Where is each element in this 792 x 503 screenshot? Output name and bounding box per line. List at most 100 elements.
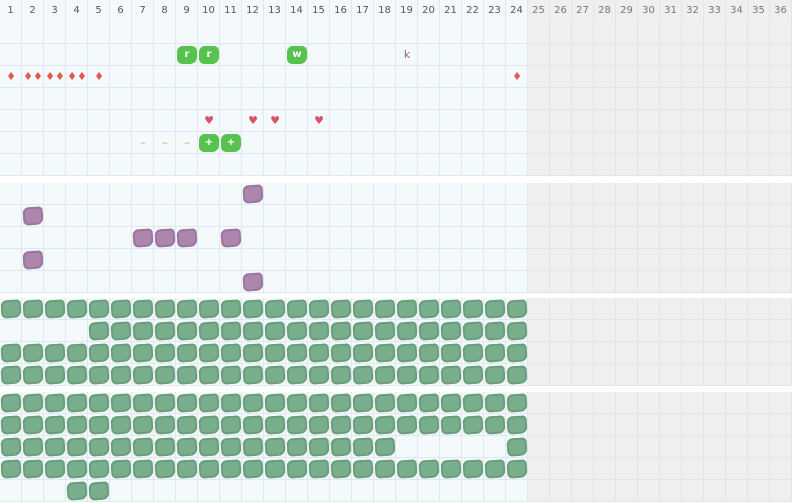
grid-cell[interactable] bbox=[286, 249, 308, 271]
green-tile[interactable] bbox=[330, 437, 352, 457]
grid-cell[interactable] bbox=[616, 132, 638, 154]
grid-cell[interactable] bbox=[0, 88, 22, 110]
grid-cell[interactable] bbox=[440, 271, 462, 293]
grid-cell[interactable] bbox=[528, 480, 550, 502]
grid-cell[interactable] bbox=[330, 44, 352, 66]
grid-cell[interactable] bbox=[88, 227, 110, 249]
grid-cell[interactable] bbox=[572, 205, 594, 227]
grid-cell[interactable] bbox=[682, 414, 704, 436]
grid-cell[interactable] bbox=[682, 364, 704, 386]
grid-cell[interactable] bbox=[242, 205, 264, 227]
green-tile[interactable] bbox=[330, 365, 352, 385]
grid-cell[interactable] bbox=[242, 249, 264, 271]
grid-cell[interactable] bbox=[528, 414, 550, 436]
grid-cell[interactable] bbox=[594, 414, 616, 436]
grid-cell[interactable] bbox=[264, 227, 286, 249]
grid-cell[interactable] bbox=[220, 154, 242, 176]
green-tile[interactable] bbox=[484, 343, 506, 363]
grid-cell[interactable] bbox=[44, 249, 66, 271]
grid-cell[interactable] bbox=[528, 66, 550, 88]
green-tile[interactable] bbox=[154, 393, 176, 413]
grid-cell[interactable] bbox=[374, 22, 396, 44]
grid-cell[interactable] bbox=[308, 271, 330, 293]
grid-cell[interactable] bbox=[88, 183, 110, 205]
grid-cell[interactable] bbox=[374, 132, 396, 154]
grid-cell[interactable] bbox=[726, 249, 748, 271]
grid-cell[interactable] bbox=[528, 227, 550, 249]
green-tile[interactable] bbox=[220, 393, 242, 413]
grid-cell[interactable] bbox=[198, 205, 220, 227]
grid-cell[interactable] bbox=[572, 414, 594, 436]
grid-cell[interactable] bbox=[616, 298, 638, 320]
grid-cell[interactable] bbox=[66, 249, 88, 271]
grid-cell[interactable] bbox=[726, 392, 748, 414]
grid-cell[interactable] bbox=[396, 227, 418, 249]
grid-cell[interactable] bbox=[660, 436, 682, 458]
grid-cell[interactable] bbox=[484, 44, 506, 66]
grid-cell[interactable] bbox=[572, 392, 594, 414]
green-tile[interactable] bbox=[418, 299, 440, 319]
grid-cell[interactable] bbox=[770, 205, 792, 227]
grid-cell[interactable] bbox=[550, 132, 572, 154]
grid-cell[interactable] bbox=[176, 66, 198, 88]
grid-cell[interactable] bbox=[308, 132, 330, 154]
green-tile[interactable] bbox=[110, 393, 132, 413]
grid-cell[interactable] bbox=[528, 154, 550, 176]
grid-cell[interactable] bbox=[440, 205, 462, 227]
grid-cell[interactable] bbox=[44, 110, 66, 132]
grid-cell[interactable] bbox=[506, 154, 528, 176]
grid-cell[interactable] bbox=[594, 88, 616, 110]
grid-cell[interactable] bbox=[616, 183, 638, 205]
green-tile[interactable] bbox=[242, 437, 264, 457]
grid-cell[interactable] bbox=[66, 66, 88, 88]
grid-cell[interactable] bbox=[550, 480, 572, 502]
grid-cell[interactable] bbox=[418, 110, 440, 132]
grid-cell[interactable] bbox=[462, 183, 484, 205]
grid-cell[interactable] bbox=[594, 436, 616, 458]
green-tile[interactable] bbox=[66, 481, 88, 501]
grid-cell[interactable] bbox=[264, 110, 286, 132]
grid-cell[interactable] bbox=[704, 480, 726, 502]
grid-cell[interactable] bbox=[770, 88, 792, 110]
grid-cell[interactable] bbox=[0, 227, 22, 249]
green-tile[interactable] bbox=[506, 393, 528, 413]
grid-cell[interactable] bbox=[352, 249, 374, 271]
green-tile[interactable] bbox=[176, 321, 198, 341]
grid-cell[interactable] bbox=[572, 154, 594, 176]
green-tile[interactable] bbox=[88, 343, 110, 363]
grid-cell[interactable] bbox=[660, 132, 682, 154]
grid-cell[interactable] bbox=[704, 392, 726, 414]
grid-cell[interactable] bbox=[638, 480, 660, 502]
grid-cell[interactable] bbox=[638, 132, 660, 154]
grid-cell[interactable] bbox=[0, 480, 22, 502]
grid-cell[interactable] bbox=[572, 44, 594, 66]
grid-cell[interactable] bbox=[748, 414, 770, 436]
grid-cell[interactable] bbox=[484, 154, 506, 176]
grid-cell[interactable] bbox=[484, 183, 506, 205]
grid-cell[interactable] bbox=[726, 342, 748, 364]
grid-cell[interactable] bbox=[704, 88, 726, 110]
green-tile[interactable] bbox=[132, 365, 154, 385]
grid-cell[interactable] bbox=[704, 271, 726, 293]
grid-cell[interactable] bbox=[770, 320, 792, 342]
grid-cell[interactable] bbox=[440, 88, 462, 110]
grid-cell[interactable] bbox=[352, 22, 374, 44]
grid-cell[interactable] bbox=[154, 480, 176, 502]
grid-cell[interactable] bbox=[88, 22, 110, 44]
grid-cell[interactable] bbox=[110, 22, 132, 44]
green-tile[interactable] bbox=[22, 415, 44, 435]
green-tile[interactable] bbox=[308, 437, 330, 457]
grid-cell[interactable] bbox=[132, 132, 154, 154]
grid-cell[interactable] bbox=[176, 249, 198, 271]
grid-cell[interactable] bbox=[550, 298, 572, 320]
grid-cell[interactable] bbox=[616, 88, 638, 110]
green-tile[interactable] bbox=[506, 343, 528, 363]
grid-cell[interactable] bbox=[264, 271, 286, 293]
grid-cell[interactable] bbox=[616, 392, 638, 414]
r-piece-2[interactable]: r bbox=[199, 46, 219, 64]
grid-cell[interactable] bbox=[308, 44, 330, 66]
grid-cell[interactable] bbox=[198, 183, 220, 205]
grid-cell[interactable] bbox=[286, 66, 308, 88]
grid-cell[interactable] bbox=[616, 249, 638, 271]
grid-cell[interactable] bbox=[660, 249, 682, 271]
